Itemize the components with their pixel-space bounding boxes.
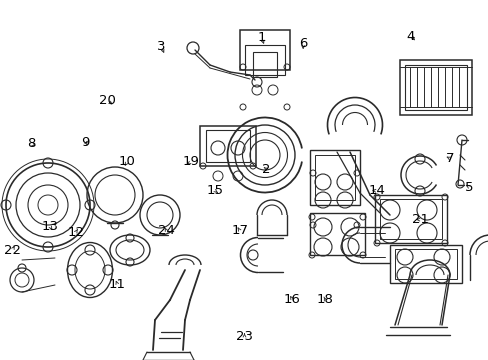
Text: 12: 12 — [67, 226, 84, 239]
Text: 9: 9 — [81, 136, 90, 149]
Text: 23: 23 — [236, 330, 252, 343]
Text: 19: 19 — [182, 156, 199, 168]
Text: 3: 3 — [157, 40, 165, 53]
Text: 17: 17 — [231, 224, 247, 237]
Bar — [309, 150, 359, 205]
Bar — [309, 213, 364, 255]
Text: 1: 1 — [257, 31, 265, 44]
Bar — [379, 199, 441, 239]
Text: 2: 2 — [262, 163, 270, 176]
Text: 22: 22 — [4, 244, 20, 257]
Text: 20: 20 — [99, 94, 116, 107]
Bar — [244, 45, 285, 75]
Bar — [205, 130, 249, 162]
Bar — [394, 249, 456, 279]
Text: 14: 14 — [367, 184, 384, 197]
Bar — [252, 52, 276, 77]
Text: 5: 5 — [464, 181, 473, 194]
Bar — [374, 195, 446, 243]
Text: 8: 8 — [27, 138, 36, 150]
Text: 24: 24 — [158, 224, 174, 237]
Text: 7: 7 — [445, 152, 453, 165]
Bar — [404, 65, 466, 110]
Text: 11: 11 — [109, 278, 125, 291]
Text: 6: 6 — [298, 37, 307, 50]
Text: 10: 10 — [119, 156, 135, 168]
Text: 18: 18 — [316, 293, 333, 306]
Text: 16: 16 — [284, 293, 300, 306]
Bar — [399, 60, 471, 115]
Bar — [200, 126, 256, 166]
Text: 15: 15 — [206, 184, 223, 197]
Bar — [314, 155, 354, 200]
Text: 21: 21 — [411, 213, 428, 226]
Bar — [389, 245, 461, 283]
Bar — [240, 30, 289, 70]
Text: 13: 13 — [42, 220, 59, 233]
Text: 4: 4 — [406, 30, 414, 42]
